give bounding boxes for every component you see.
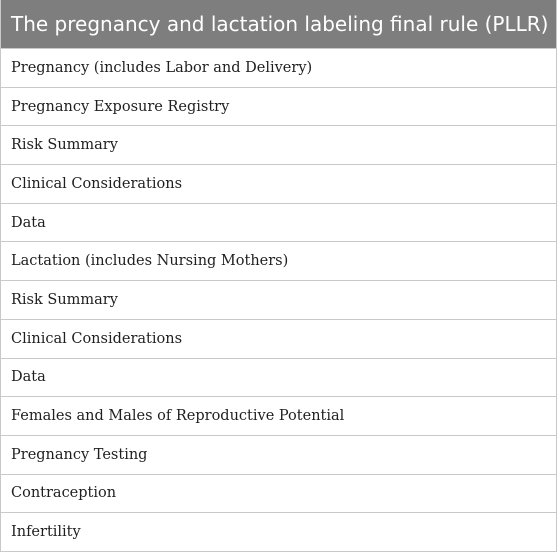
table-row-clinical-considerations: Clinical Considerations — [1, 318, 556, 358]
table-row-pregnancy: Pregnancy (includes Labor and Delivery) — [1, 48, 556, 87]
table-row-clinical-considerations: Clinical Considerations — [1, 164, 556, 203]
table-row-risk-summary: Risk Summary — [1, 280, 556, 319]
table-row-infertility: Infertility — [1, 512, 556, 551]
table-row-reproductive-potential: Females and Males of Reproductive Potent… — [1, 396, 556, 435]
table-header: The pregnancy and lactation labeling fin… — [1, 0, 556, 48]
table-row-data: Data — [1, 357, 556, 397]
table-row-contraception: Contraception — [1, 473, 556, 513]
table-row-data: Data — [1, 202, 556, 242]
table-row-pregnancy-testing: Pregnancy Testing — [1, 434, 556, 474]
table-row-lactation: Lactation (includes Nursing Mothers) — [1, 241, 556, 280]
table-row-pregnancy-exposure-registry: Pregnancy Exposure Registry — [1, 86, 556, 126]
table-row-risk-summary: Risk Summary — [1, 125, 556, 164]
